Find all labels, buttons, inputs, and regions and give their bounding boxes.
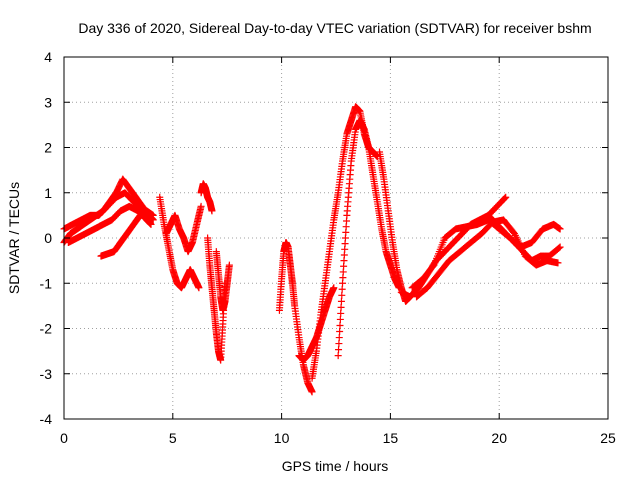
- y-tick-label: 3: [44, 94, 52, 110]
- series-arc-9: [212, 248, 233, 314]
- data-point: [338, 291, 346, 299]
- data-point: [335, 346, 343, 354]
- data-point: [225, 261, 233, 269]
- series-arc-10: [275, 239, 316, 396]
- data-point: [308, 388, 316, 396]
- x-tick-label: 5: [169, 430, 177, 446]
- x-tick-label: 10: [274, 430, 290, 446]
- y-tick-label: -3: [40, 366, 53, 382]
- data-point: [335, 334, 343, 342]
- data-point: [334, 352, 342, 360]
- data-point: [337, 297, 345, 305]
- data-point: [208, 207, 216, 215]
- series-arc-5: [156, 193, 203, 292]
- data-point: [197, 202, 205, 210]
- y-tick-label: 1: [44, 185, 52, 201]
- y-tick-label: 0: [44, 230, 52, 246]
- data-point: [338, 285, 346, 293]
- series-arc-2: [60, 189, 155, 233]
- data-layer: [60, 103, 564, 396]
- series-arc-8: [204, 234, 229, 364]
- series-arc-3: [64, 202, 155, 247]
- data-point: [330, 284, 338, 292]
- y-tick-label: 2: [44, 140, 52, 156]
- data-point: [336, 315, 344, 323]
- series-arc-18: [484, 211, 564, 265]
- chart-title: Day 336 of 2020, Sidereal Day-to-day VTE…: [78, 20, 591, 36]
- x-axis-label: GPS time / hours: [282, 458, 389, 474]
- y-tick-label: 4: [44, 49, 52, 65]
- data-point: [502, 193, 510, 201]
- series-arc-4: [97, 207, 157, 260]
- x-tick-label: 20: [491, 430, 507, 446]
- x-tick-label: 15: [383, 430, 399, 446]
- data-point: [554, 259, 562, 267]
- y-tick-label: -4: [40, 411, 53, 427]
- data-point: [555, 244, 563, 252]
- data-point: [147, 220, 155, 228]
- x-tick-label: 0: [60, 430, 68, 446]
- series-arc-6: [162, 202, 205, 256]
- y-axis-label: SDTVAR / TECUs: [6, 182, 22, 294]
- data-point: [337, 303, 345, 311]
- data-point: [195, 284, 203, 292]
- tick-layer: 0 5 10 15 20 25 -4 -3 -2 -1 0 1 2 3 4: [40, 49, 616, 446]
- x-tick-label: 25: [600, 430, 616, 446]
- data-point: [501, 194, 509, 202]
- grid-layer: [64, 57, 608, 419]
- data-point: [336, 321, 344, 329]
- data-point: [556, 225, 564, 233]
- data-point: [149, 211, 157, 219]
- y-tick-label: -2: [40, 321, 53, 337]
- data-point: [556, 243, 564, 251]
- data-point: [335, 340, 343, 348]
- data-point: [337, 309, 345, 317]
- data-point: [500, 195, 508, 203]
- series-arc-7: [197, 180, 216, 215]
- y-tick-label: -1: [40, 275, 53, 291]
- data-point: [336, 328, 344, 336]
